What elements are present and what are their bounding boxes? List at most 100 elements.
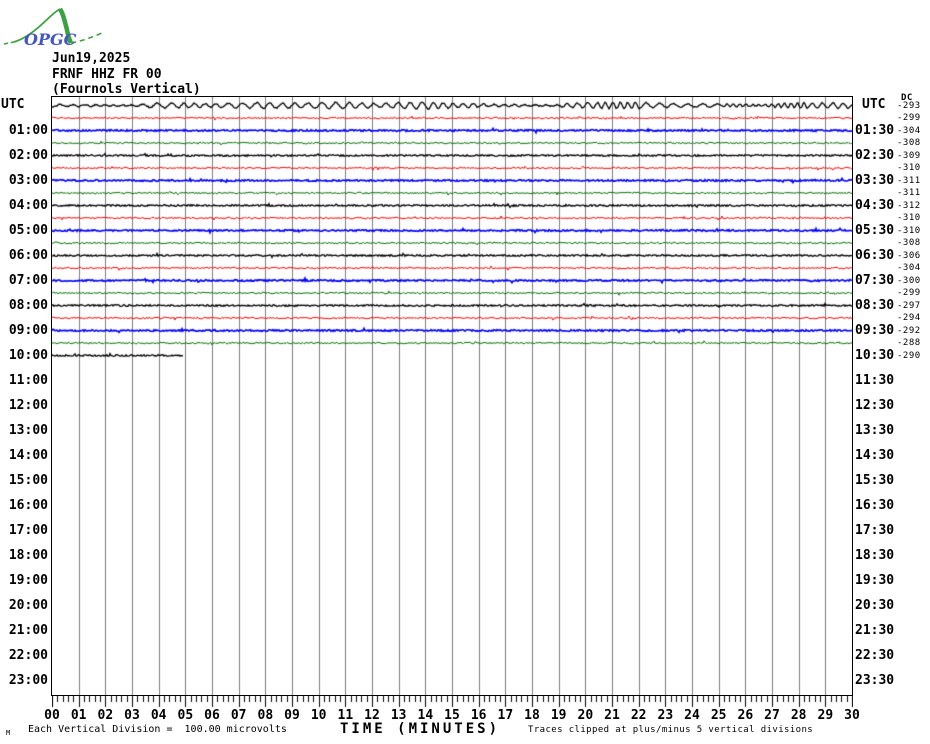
right-time-label: 03:30 (855, 172, 895, 188)
right-time-label: 01:30 (855, 122, 895, 138)
right-time-label: 21:30 (855, 622, 895, 638)
left-time-label: 05:00 (8, 222, 48, 238)
dc-offset-value: -300 (897, 275, 921, 286)
logo-ridge-dash-left (3, 41, 15, 45)
right-time-label: 06:30 (855, 247, 895, 263)
right-time-label: 18:30 (855, 547, 895, 563)
x-tick-label: 20 (577, 708, 594, 723)
x-tick-label: 26 (737, 708, 754, 723)
dc-offset-value: -310 (897, 213, 921, 223)
dc-offset-value: -310 (897, 163, 921, 173)
left-time-label: 03:00 (8, 172, 48, 188)
x-tick-label: 28 (790, 708, 807, 723)
left-time-label: 02:00 (8, 147, 48, 163)
header-date: Jun19,2025 (52, 51, 131, 66)
dc-offset-value: -290 (897, 350, 921, 361)
x-tick-label: 16 (470, 708, 487, 723)
right-time-label: 19:30 (855, 572, 895, 588)
utc-right-label: UTC (862, 97, 886, 112)
left-time-label: 09:00 (8, 322, 48, 338)
left-time-label: 22:00 (8, 647, 48, 663)
right-time-label: 05:30 (855, 222, 895, 238)
left-time-label: 14:00 (8, 447, 48, 463)
right-time-label: 14:30 (855, 447, 895, 463)
right-time-label: 02:30 (855, 147, 895, 163)
header-station-code: FRNF HHZ FR 00 (52, 67, 162, 82)
x-tick-label: 03 (124, 708, 140, 723)
left-time-label: 23:00 (8, 672, 48, 688)
x-tick-label: 13 (390, 708, 407, 723)
x-tick-label: 29 (817, 708, 834, 723)
x-tick-label: 08 (257, 708, 274, 723)
header-station-name: (Fournols Vertical) (52, 82, 201, 97)
dc-offset-value: -310 (897, 225, 921, 236)
right-time-label: 09:30 (855, 322, 895, 338)
left-time-label: 08:00 (8, 297, 48, 313)
x-tick-label: 00 (44, 708, 60, 723)
microvolt-mark: M (6, 729, 11, 737)
left-time-label: 19:00 (8, 572, 48, 588)
right-time-label: 08:30 (855, 297, 895, 313)
x-tick-label: 25 (710, 708, 727, 723)
dc-offset-value: -299 (897, 288, 921, 298)
scale-note: Each Vertical Division = 100.00 microvol… (28, 724, 287, 735)
dc-offset-value: -312 (897, 200, 921, 211)
right-time-label: 07:30 (855, 272, 895, 288)
dc-offset-value: -288 (897, 338, 921, 348)
left-time-label: 11:00 (8, 372, 48, 388)
opgc-logo: OPGC (3, 7, 103, 49)
left-time-label: 13:00 (8, 422, 48, 438)
left-time-label: 12:00 (8, 397, 48, 413)
dc-offset-value: -304 (897, 263, 921, 273)
left-time-label: 20:00 (8, 597, 48, 613)
right-time-label: 16:30 (855, 497, 895, 513)
dc-offset-value: -293 (897, 100, 921, 111)
x-tick-label: 07 (230, 708, 247, 723)
utc-left-label: UTC (1, 97, 25, 112)
dc-offset-value: -311 (897, 175, 921, 186)
logo-ridge-icon (13, 8, 61, 43)
left-time-label: 16:00 (8, 497, 48, 513)
x-tick-label: 22 (630, 708, 647, 723)
left-time-label: 01:00 (8, 122, 48, 138)
dc-offset-value: -311 (897, 188, 921, 198)
right-time-label: 15:30 (855, 472, 895, 488)
right-time-label: 23:30 (855, 672, 895, 688)
right-time-label: 10:30 (855, 347, 895, 363)
x-tick-label: 05 (177, 708, 194, 723)
left-time-label: 15:00 (8, 472, 48, 488)
x-tick-label: 14 (417, 708, 434, 723)
clip-note: Traces clipped at plus/minus 5 vertical … (528, 725, 814, 735)
logo-ridge-dash-right (70, 32, 103, 44)
dc-offset-value: -309 (897, 150, 921, 161)
x-axis-ticks-canvas (52, 696, 853, 712)
right-time-label: 17:30 (855, 522, 895, 538)
right-time-label: 20:30 (855, 597, 895, 613)
x-tick-label: 01 (70, 708, 87, 723)
x-tick-label: 18 (524, 708, 540, 723)
dc-offset-value: -306 (897, 250, 921, 261)
dc-offset-value: -297 (897, 300, 921, 311)
x-tick-label: 06 (204, 708, 220, 723)
x-tick-label: 27 (764, 708, 780, 723)
x-tick-label: 19 (550, 708, 567, 723)
left-time-label: 07:00 (8, 272, 48, 288)
dc-column-header: DC (901, 93, 913, 103)
traces-canvas (52, 97, 852, 695)
logo-text: OPGC (24, 30, 77, 49)
x-tick-label: 12 (364, 708, 380, 723)
dc-offset-value: -304 (897, 125, 921, 136)
dc-offset-value: -308 (897, 138, 921, 148)
right-time-label: 04:30 (855, 197, 895, 213)
right-time-label: 12:30 (855, 397, 895, 413)
left-time-label: 18:00 (8, 547, 48, 563)
plot-area (51, 96, 853, 696)
left-time-label: 04:00 (8, 197, 48, 213)
x-tick-label: 10 (310, 708, 327, 723)
left-time-label: 10:00 (8, 347, 48, 363)
right-time-label: 13:30 (855, 422, 895, 438)
x-tick-label: 09 (284, 708, 300, 723)
dc-offset-value: -294 (897, 313, 921, 323)
x-tick-label: 24 (684, 708, 700, 723)
